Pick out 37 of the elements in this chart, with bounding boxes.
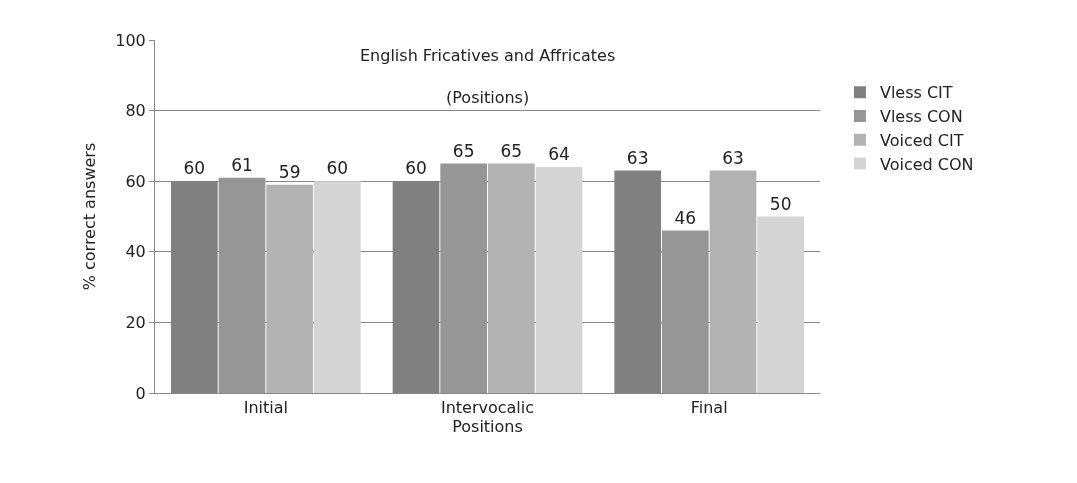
x-tick-label: Final	[690, 398, 728, 418]
data-label: 64	[548, 144, 570, 165]
bar	[757, 216, 805, 393]
bar	[661, 230, 709, 393]
data-label: 46	[674, 207, 697, 228]
data-label: 63	[626, 147, 649, 168]
chart-title: English Fricatives and Affricates (Positions)	[360, 46, 616, 107]
bar	[709, 170, 757, 393]
x-tick-label: Intervocalic	[440, 398, 535, 418]
bar	[218, 177, 266, 393]
bar	[535, 167, 583, 393]
y-tick-label: 100	[115, 30, 146, 50]
legend-label: Vless CIT	[879, 83, 953, 103]
data-label: 50	[769, 193, 792, 214]
data-label: 65	[500, 140, 523, 161]
legend-label: Vless CON	[879, 107, 963, 127]
bar	[313, 181, 361, 393]
y-axis-title: % correct answers	[80, 142, 100, 291]
y-tick-label: 80	[125, 101, 146, 121]
legend-label: Voiced CON	[879, 154, 974, 174]
y-tick-label: 60	[125, 171, 146, 191]
y-tick-label: 0	[135, 383, 146, 403]
bar	[440, 163, 488, 393]
data-label: 60	[183, 158, 206, 179]
data-label: 63	[722, 147, 744, 168]
data-label: 61	[231, 154, 253, 175]
data-label: 65	[452, 140, 475, 161]
x-tick-label: Initial	[243, 398, 288, 418]
x-axis-title: Positions	[452, 417, 523, 437]
data-label: 59	[278, 161, 301, 182]
data-label: 60	[326, 158, 349, 179]
bar	[487, 163, 535, 393]
y-tick-label: 40	[125, 242, 146, 262]
bar	[266, 184, 314, 393]
data-label: 60	[405, 158, 427, 179]
legend-label: Voiced CIT	[879, 130, 964, 150]
y-tick-label: 20	[125, 313, 146, 332]
